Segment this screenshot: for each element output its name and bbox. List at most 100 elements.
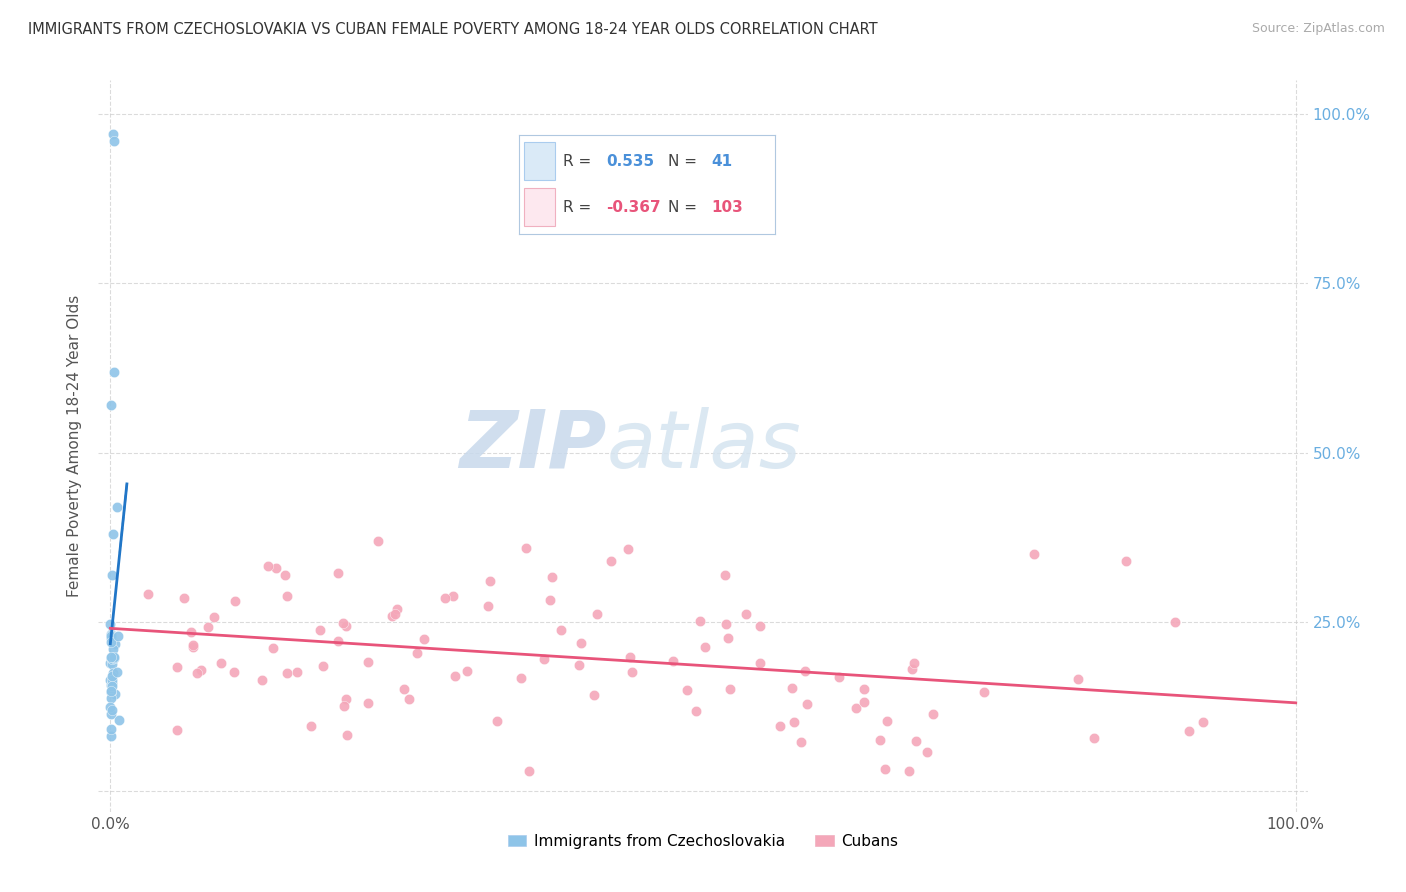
Point bbox=[100, 626, 122, 640]
Point bbox=[100, 635, 122, 649]
Point bbox=[904, 734, 927, 748]
Point bbox=[796, 697, 818, 711]
Point bbox=[100, 630, 122, 644]
Point bbox=[1022, 547, 1045, 561]
Point bbox=[101, 567, 124, 582]
Text: 41: 41 bbox=[711, 154, 733, 169]
Point bbox=[276, 590, 298, 604]
Text: R =: R = bbox=[562, 200, 596, 215]
Point bbox=[103, 651, 125, 665]
Point bbox=[685, 704, 707, 718]
Point bbox=[780, 681, 803, 695]
Point bbox=[202, 609, 225, 624]
Point bbox=[392, 682, 415, 697]
Point bbox=[166, 723, 188, 737]
Point bbox=[1164, 615, 1187, 630]
Point bbox=[336, 728, 359, 742]
Point bbox=[1178, 723, 1201, 738]
Point bbox=[100, 627, 122, 641]
Point bbox=[734, 607, 756, 622]
Point bbox=[384, 607, 406, 621]
Point bbox=[869, 732, 891, 747]
Point bbox=[568, 657, 591, 672]
Legend: Immigrants from Czechoslovakia, Cubans: Immigrants from Czechoslovakia, Cubans bbox=[502, 828, 904, 855]
Point bbox=[845, 701, 868, 715]
Point bbox=[100, 707, 122, 722]
Point bbox=[441, 589, 464, 603]
Point bbox=[264, 561, 287, 575]
Point bbox=[100, 722, 122, 736]
Point bbox=[100, 675, 122, 690]
Point bbox=[617, 542, 640, 557]
Point bbox=[828, 670, 851, 684]
Point bbox=[101, 669, 124, 683]
Point bbox=[853, 696, 876, 710]
Point bbox=[398, 691, 420, 706]
Point bbox=[769, 718, 792, 732]
Point bbox=[326, 566, 349, 580]
Point bbox=[583, 688, 606, 702]
Point bbox=[100, 651, 122, 665]
Point bbox=[262, 641, 284, 656]
Point bbox=[713, 567, 735, 582]
Text: N =: N = bbox=[668, 200, 702, 215]
Point bbox=[100, 690, 122, 705]
Point bbox=[101, 651, 124, 665]
Point bbox=[100, 616, 122, 631]
Point bbox=[100, 678, 122, 692]
Point bbox=[695, 640, 717, 654]
Point bbox=[285, 665, 308, 679]
Point bbox=[876, 714, 898, 728]
Point bbox=[538, 593, 561, 607]
Point bbox=[550, 623, 572, 637]
Point bbox=[897, 764, 920, 778]
Text: 0.535: 0.535 bbox=[606, 154, 654, 169]
Point bbox=[1066, 672, 1088, 686]
Point bbox=[309, 624, 332, 638]
Text: IMMIGRANTS FROM CZECHOSLOVAKIA VS CUBAN FEMALE POVERTY AMONG 18-24 YEAR OLDS COR: IMMIGRANTS FROM CZECHOSLOVAKIA VS CUBAN … bbox=[28, 22, 877, 37]
Point bbox=[718, 681, 741, 696]
Point bbox=[714, 616, 737, 631]
Text: N =: N = bbox=[668, 154, 702, 169]
Point bbox=[853, 682, 876, 697]
Y-axis label: Female Poverty Among 18-24 Year Olds: Female Poverty Among 18-24 Year Olds bbox=[67, 295, 83, 597]
Point bbox=[585, 607, 607, 621]
Text: 103: 103 bbox=[711, 200, 742, 215]
Point bbox=[385, 602, 408, 616]
Point bbox=[107, 628, 129, 642]
Point bbox=[619, 650, 641, 665]
Point bbox=[136, 587, 159, 601]
Point bbox=[335, 691, 357, 706]
Point bbox=[789, 735, 811, 749]
Point bbox=[1191, 714, 1213, 729]
Point bbox=[104, 638, 127, 652]
Point bbox=[444, 669, 467, 683]
Point bbox=[486, 714, 509, 728]
Text: -0.367: -0.367 bbox=[606, 200, 661, 215]
Point bbox=[332, 616, 354, 631]
Point bbox=[456, 664, 478, 678]
Point bbox=[381, 609, 404, 624]
Point bbox=[105, 665, 128, 679]
Point bbox=[103, 650, 125, 665]
Point bbox=[100, 650, 122, 665]
Point bbox=[332, 699, 354, 714]
Point bbox=[413, 632, 436, 646]
Text: Source: ZipAtlas.com: Source: ZipAtlas.com bbox=[1251, 22, 1385, 36]
Point bbox=[599, 554, 621, 568]
Point bbox=[100, 631, 122, 645]
Point bbox=[749, 618, 772, 632]
Point bbox=[209, 657, 232, 671]
Point bbox=[98, 673, 121, 687]
Point bbox=[783, 714, 806, 729]
Point bbox=[166, 660, 188, 674]
Point bbox=[903, 656, 925, 670]
Point bbox=[661, 654, 683, 668]
Point bbox=[224, 593, 246, 607]
Point bbox=[173, 591, 195, 605]
Point bbox=[299, 718, 322, 732]
Point bbox=[224, 665, 246, 679]
Point bbox=[103, 364, 125, 378]
Point bbox=[183, 639, 205, 653]
Point bbox=[717, 631, 740, 645]
